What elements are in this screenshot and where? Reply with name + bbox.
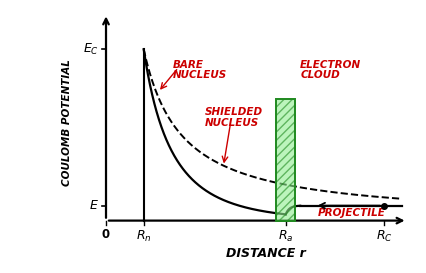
Bar [276,99,295,221]
Text: PROJECTILE: PROJECTILE [317,209,386,218]
Text: $R_n$: $R_n$ [136,229,152,244]
Bar [276,99,295,221]
Text: ELECTRON
CLOUD: ELECTRON CLOUD [300,60,361,80]
Text: COULOMB POTENTIAL: COULOMB POTENTIAL [62,59,72,186]
Text: 0: 0 [102,229,110,241]
Text: $E$: $E$ [89,199,99,212]
Text: $R_C$: $R_C$ [376,229,393,244]
Text: $E_C$: $E_C$ [83,42,99,57]
Text: $R_a$: $R_a$ [278,229,294,244]
Text: SHIELDED
NUCLEUS: SHIELDED NUCLEUS [204,107,263,127]
Text: DISTANCE r: DISTANCE r [225,247,305,260]
Text: BARE
NUCLEUS: BARE NUCLEUS [173,60,227,80]
